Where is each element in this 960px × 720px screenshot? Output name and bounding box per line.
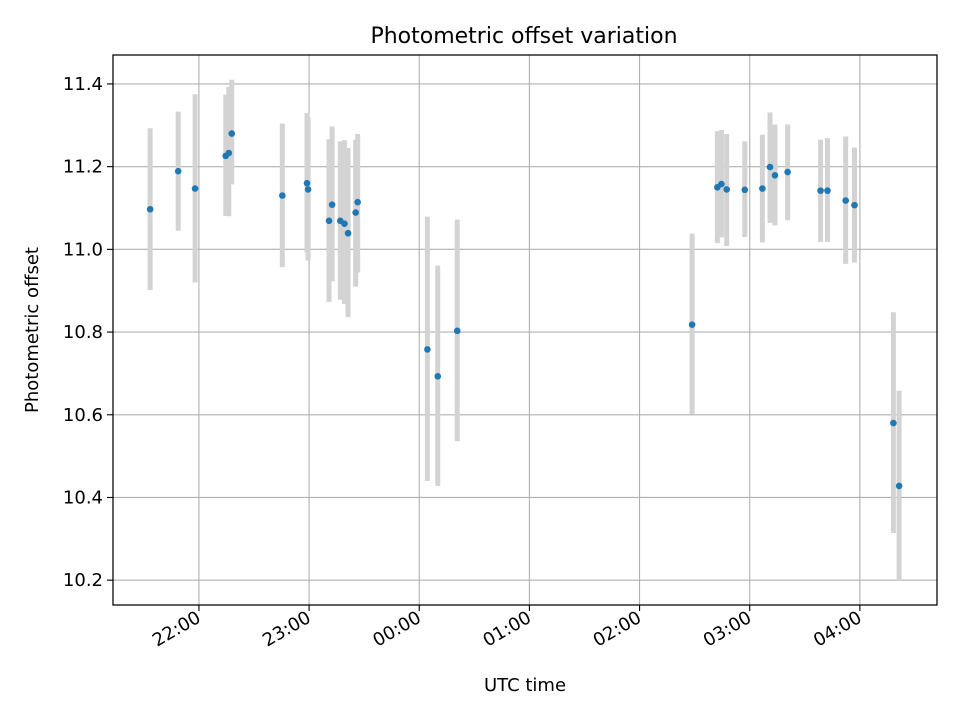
data-point (718, 180, 725, 188)
data-point (453, 327, 461, 335)
data-point (225, 149, 233, 157)
data-point (771, 172, 779, 179)
data-point (824, 187, 831, 194)
y-tick-label: 11.4 (63, 74, 103, 95)
data-point (341, 220, 348, 228)
data-point (174, 167, 182, 175)
y-tick-label: 10.8 (63, 322, 103, 343)
data-point (895, 482, 903, 490)
data-point (741, 186, 749, 194)
plot-area-frame (112, 54, 938, 606)
y-tick-label: 10.4 (63, 487, 103, 508)
data-point (304, 186, 312, 193)
data-point (759, 185, 766, 192)
data-point (434, 373, 442, 380)
data-point (890, 419, 897, 427)
data-point (146, 205, 154, 213)
data-point (842, 197, 849, 204)
data-point (766, 163, 774, 171)
y-axis: 10.2 10.4 10.6 10.8 11.0 11.2 11.4 (63, 74, 113, 591)
data-point (191, 185, 199, 192)
data-point (424, 346, 431, 353)
data-points (146, 130, 903, 490)
data-point (851, 201, 858, 209)
data-point (303, 179, 311, 187)
y-tick-label: 10.6 (63, 405, 103, 426)
data-point (817, 187, 824, 194)
data-point (784, 168, 791, 176)
data-point (344, 229, 352, 237)
y-tick-label: 10.2 (63, 570, 103, 591)
data-point (723, 186, 731, 193)
data-point (354, 198, 361, 206)
y-axis-label: Photometric offset (22, 247, 43, 413)
data-point (688, 321, 696, 328)
data-point (325, 217, 333, 225)
grid (113, 55, 937, 605)
chart-title: Photometric offset variation (370, 24, 677, 49)
x-axis-label: UTC time (484, 675, 566, 696)
data-point (352, 209, 359, 216)
data-point (228, 130, 236, 137)
data-point (328, 201, 336, 208)
data-point (279, 192, 286, 199)
y-tick-label: 11.0 (63, 239, 103, 260)
y-tick-label: 11.2 (63, 157, 103, 178)
